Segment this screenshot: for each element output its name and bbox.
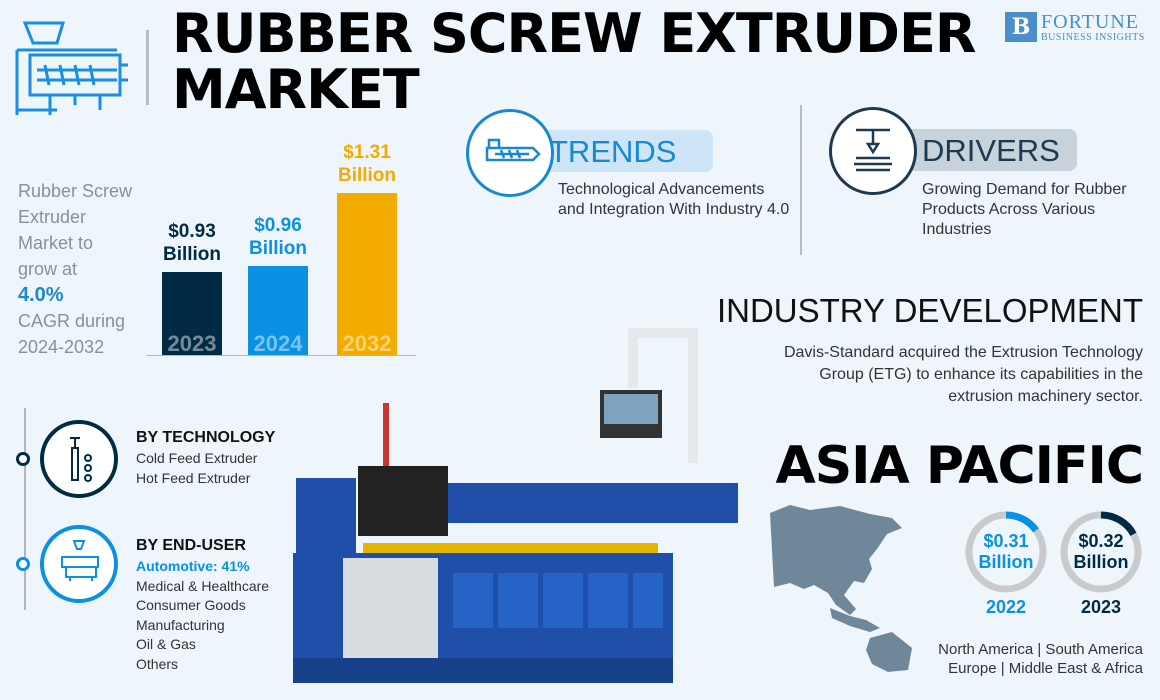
extruder-machine-icon xyxy=(61,540,99,581)
region-title: ASIA PACIFIC xyxy=(775,436,1144,496)
end-user-circle xyxy=(40,525,118,603)
donut-value: $0.31 Billion xyxy=(978,531,1034,572)
segment-end-user-list: Automotive: 41% Medical & Healthcare Cons… xyxy=(136,558,270,672)
segment-technology-title: BY TECHNOLOGY xyxy=(136,429,276,446)
technology-circle xyxy=(40,420,118,498)
industry-development-text: Davis-Standard acquired the Extrusion Te… xyxy=(783,344,1143,405)
donut-year: 2022 xyxy=(985,597,1027,617)
market-summary: Rubber Screw Extruder Market to grow at 4.0… xyxy=(18,178,158,360)
drivers-text: Growing Demand for Rubber Products Acros… xyxy=(922,181,1127,238)
donut-fill xyxy=(965,511,1047,593)
bar-value-label: $0.93 Billion xyxy=(162,220,222,265)
section-divider xyxy=(800,105,802,255)
extruder-screw-icon xyxy=(485,138,541,162)
end-user-node xyxy=(16,557,30,571)
bar-2023: 2023 xyxy=(162,271,222,356)
industry-development-title: INDUSTRY DEVELOPMENT xyxy=(716,292,1143,329)
bar-2024: 2024 xyxy=(248,265,308,356)
bar-year-label: 2032 xyxy=(342,331,392,356)
asia-pacific-map xyxy=(770,505,912,672)
cagr-value: 4.0% xyxy=(18,284,64,306)
donut-2023 xyxy=(1060,511,1142,593)
bar-value-label: $0.96 Billion xyxy=(248,214,308,259)
bar-year-label: 2023 xyxy=(167,330,217,356)
bar-2032: 2032 xyxy=(337,193,397,356)
segment-technology-list: Cold Feed Extruder Hot Feed Extruder xyxy=(136,450,258,486)
cold-feed-extruder-icon xyxy=(70,437,92,482)
rubber-extruder-machine-image xyxy=(293,328,738,683)
bar-year-label: 2024 xyxy=(253,330,303,356)
donut-year: 2023 xyxy=(1080,597,1122,617)
brand-logo: B FORTUNE BUSINESS INSIGHTS xyxy=(1005,11,1147,44)
header-divider xyxy=(146,30,149,105)
chart-axis xyxy=(146,355,416,356)
drivers-label: DRIVERS xyxy=(900,129,1077,171)
page-title: RUBBER SCREW EXTRUDER MARKET xyxy=(172,2,976,121)
extruder-icon xyxy=(15,21,128,115)
drivers-circle xyxy=(829,107,917,195)
donut-fill xyxy=(1060,511,1142,593)
trends-circle xyxy=(466,109,554,197)
timeline-line xyxy=(24,408,26,610)
3d-printer-icon xyxy=(854,128,892,172)
other-regions: North America | South America Europe | Mi… xyxy=(938,641,1143,677)
trends-text: Technological Advancements and Integrati… xyxy=(558,181,790,218)
technology-node xyxy=(16,452,30,466)
donut-value: $0.32 Billion xyxy=(1073,531,1129,572)
segment-end-user-title: BY END-USER xyxy=(136,537,246,554)
donut-2022 xyxy=(965,511,1047,593)
bar-value-label: $1.31 Billion xyxy=(337,142,397,186)
trends-label: TRENDS xyxy=(535,130,713,172)
